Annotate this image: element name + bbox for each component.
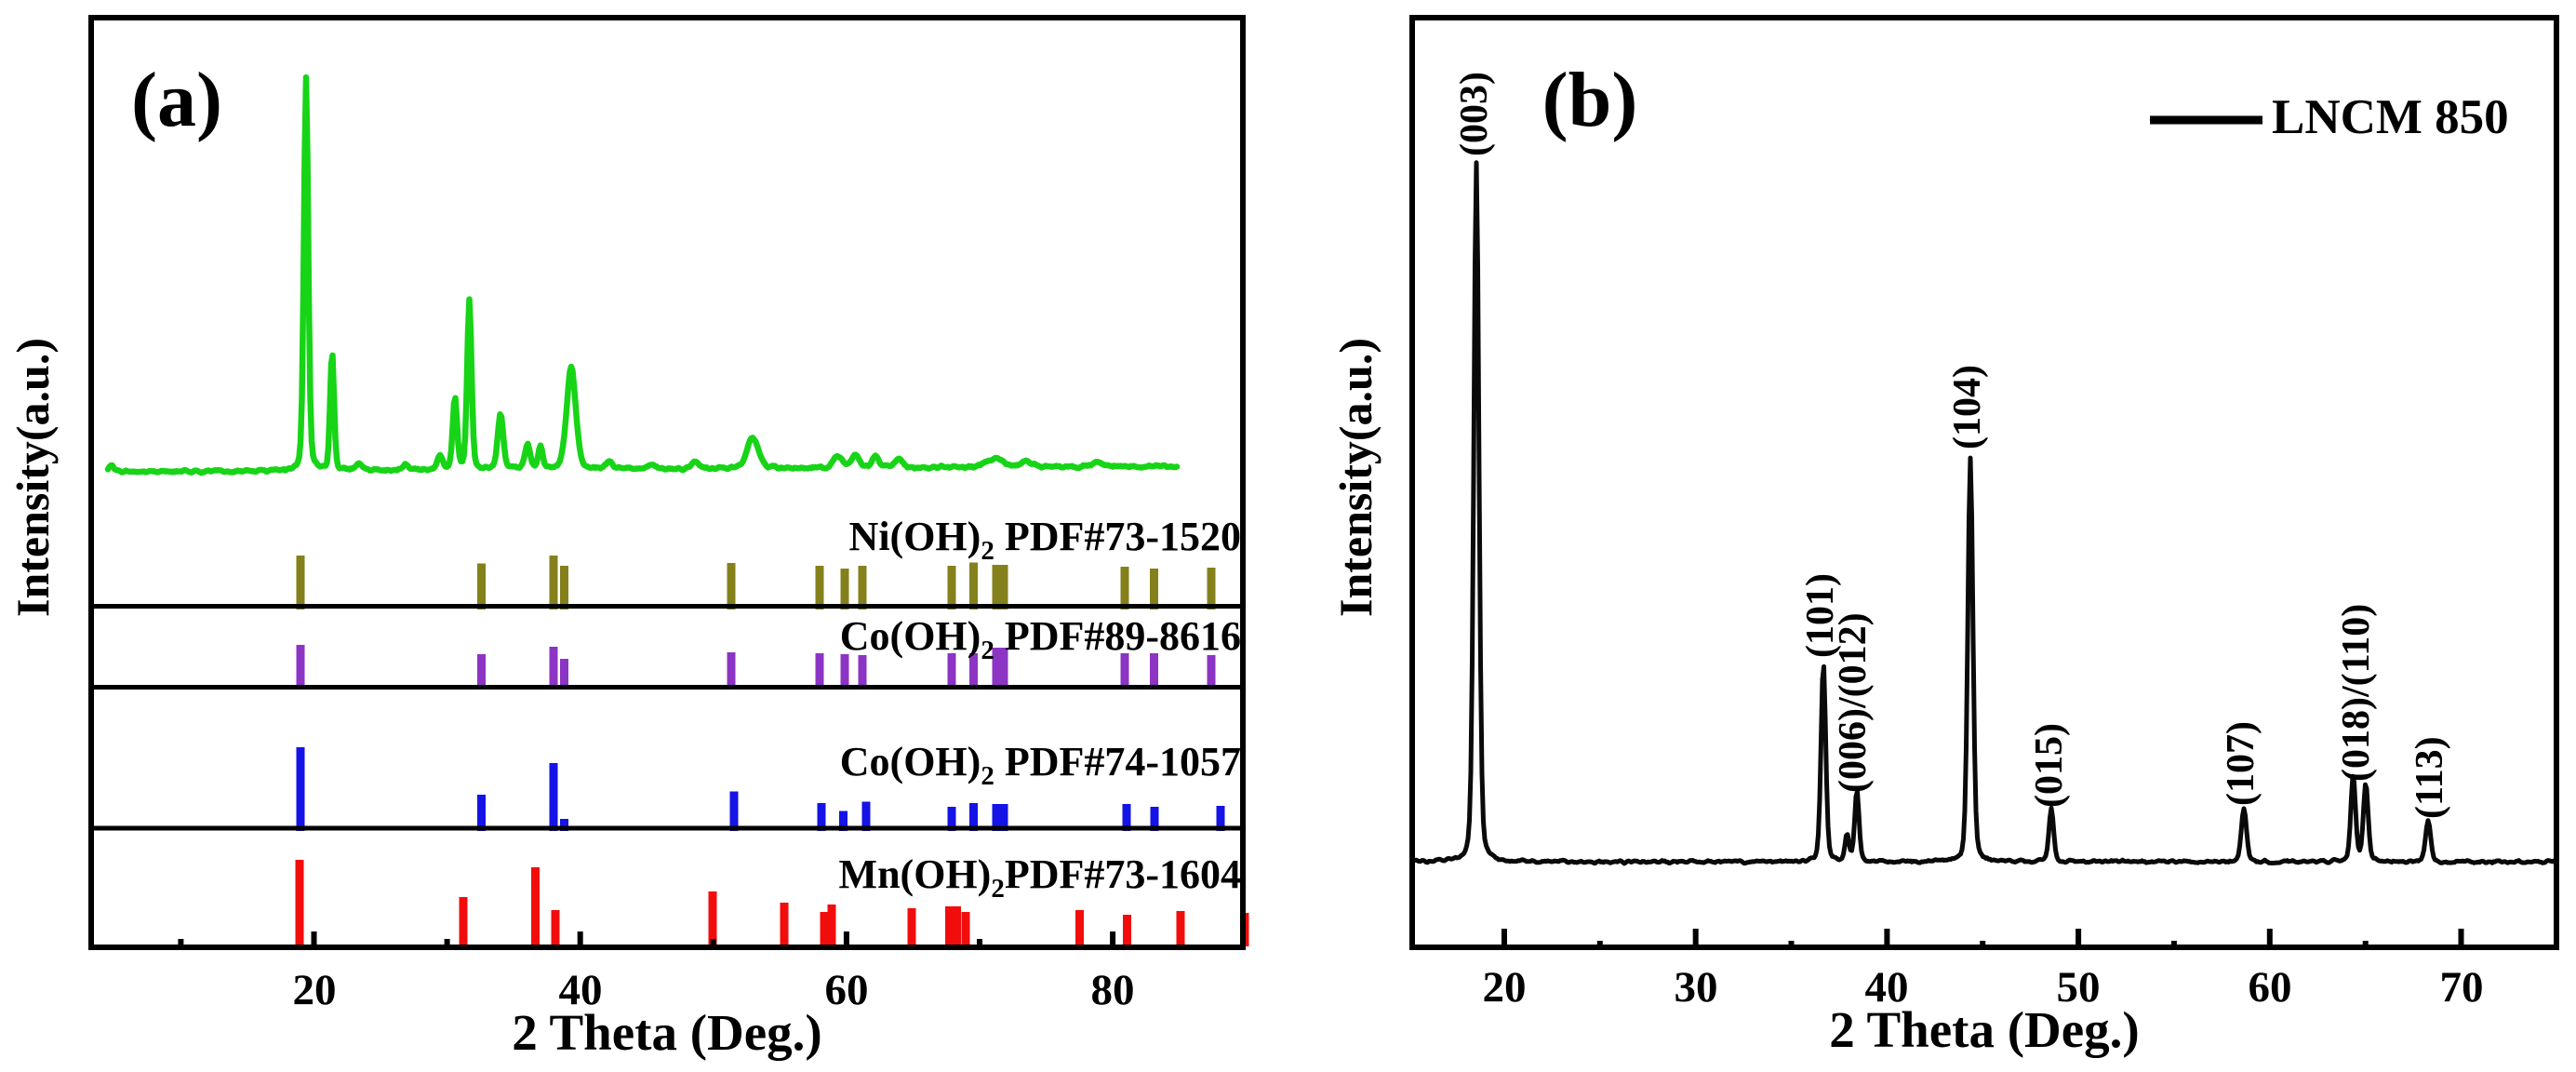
svg-text:2 Theta (Deg.): 2 Theta (Deg.) <box>1829 1001 2140 1058</box>
svg-text:(003): (003) <box>1453 72 1496 156</box>
svg-text:20: 20 <box>1483 963 1527 1012</box>
svg-text:30: 30 <box>1675 963 1718 1012</box>
svg-text:2 Theta (Deg.): 2 Theta (Deg.) <box>512 1004 822 1061</box>
svg-text:Co(OH)2 PDF#89-8616: Co(OH)2 PDF#89-8616 <box>840 613 1241 665</box>
svg-text:(104): (104) <box>1946 365 1989 449</box>
svg-text:LNCM 850: LNCM 850 <box>2272 90 2509 144</box>
svg-text:(006)/(012): (006)/(012) <box>1832 612 1875 793</box>
svg-text:60: 60 <box>825 966 869 1014</box>
svg-text:50: 50 <box>2057 963 2101 1012</box>
svg-text:Ni(OH)2 PDF#73-1520: Ni(OH)2 PDF#73-1520 <box>849 514 1241 566</box>
svg-text:Intensity(a.u.): Intensity(a.u.) <box>1329 338 1381 617</box>
svg-text:Co(OH)2 PDF#74-1057: Co(OH)2 PDF#74-1057 <box>840 739 1241 791</box>
svg-text:(107): (107) <box>2220 721 2262 806</box>
svg-text:Mn(OH)2PDF#73-1604: Mn(OH)2PDF#73-1604 <box>839 851 1241 904</box>
svg-text:40: 40 <box>1865 963 1909 1012</box>
svg-text:(b): (b) <box>1542 57 1638 143</box>
svg-text:(018)/(110): (018)/(110) <box>2335 604 2378 782</box>
svg-text:70: 70 <box>2440 963 2484 1012</box>
svg-text:(a): (a) <box>131 57 222 143</box>
svg-text:80: 80 <box>1091 966 1135 1014</box>
svg-text:(113): (113) <box>2409 736 2451 819</box>
svg-text:20: 20 <box>293 966 337 1014</box>
svg-text:60: 60 <box>2249 963 2292 1012</box>
svg-text:(015): (015) <box>2028 723 2071 808</box>
svg-text:Intensity(a.u.): Intensity(a.u.) <box>7 338 59 617</box>
svg-text:(101): (101) <box>1799 573 1842 658</box>
svg-text:40: 40 <box>559 966 603 1014</box>
